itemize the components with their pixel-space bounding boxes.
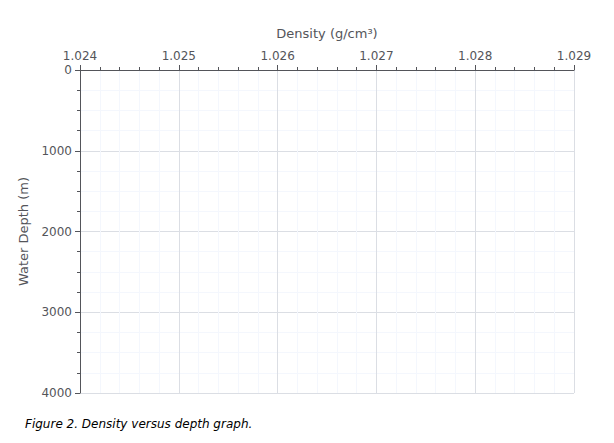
- svg-text:2000: 2000: [41, 225, 72, 239]
- svg-text:1000: 1000: [41, 144, 72, 158]
- svg-text:Figure 2. Density versus depth: Figure 2. Density versus depth graph.: [25, 417, 252, 431]
- svg-text:Density (g/cm³): Density (g/cm³): [276, 26, 377, 41]
- svg-text:1.024: 1.024: [63, 49, 97, 63]
- svg-text:1.029: 1.029: [557, 49, 591, 63]
- svg-text:1.027: 1.027: [359, 49, 393, 63]
- svg-text:0: 0: [64, 63, 72, 77]
- svg-text:3000: 3000: [41, 305, 72, 319]
- svg-text:1.028: 1.028: [458, 49, 492, 63]
- svg-text:4000: 4000: [41, 386, 72, 400]
- svg-text:1.026: 1.026: [260, 49, 294, 63]
- svg-text:Water Depth (m): Water Depth (m): [16, 177, 31, 286]
- svg-text:1.025: 1.025: [162, 49, 196, 63]
